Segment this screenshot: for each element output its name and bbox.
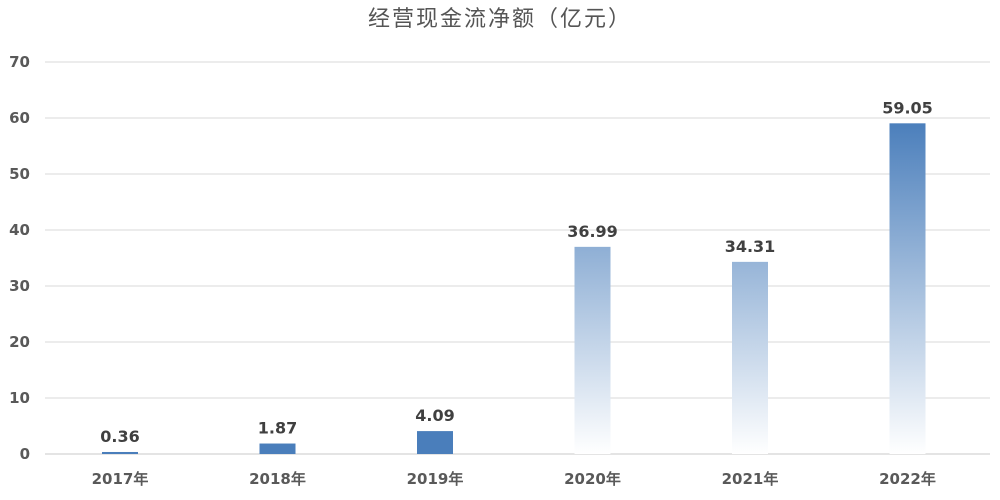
bar [732,261,768,454]
x-tick-label: 2022年 [879,470,936,488]
x-tick-label: 2019年 [407,470,464,488]
y-tick-label: 30 [9,277,30,295]
bar [574,246,611,454]
bars [102,123,926,454]
chart-title: 经营现金流净额（亿元） [367,7,632,32]
data-label: 36.99 [567,222,618,241]
y-axis-ticks: 0 10 20 30 40 50 60 70 [9,53,30,463]
bar [259,443,296,454]
data-label: 4.09 [415,406,454,425]
y-tick-label: 20 [9,333,30,351]
x-tick-label: 2017年 [92,470,149,488]
data-label: 1.87 [258,419,297,438]
data-label: 34.31 [725,237,776,256]
y-tick-label: 10 [9,389,30,407]
data-labels: 0.36 1.87 4.09 36.99 34.31 59.05 [100,98,933,446]
y-tick-label: 70 [9,53,30,71]
y-tick-label: 0 [20,445,30,463]
data-label: 0.36 [100,427,139,446]
gridlines [45,61,990,455]
bar [102,451,138,454]
y-tick-label: 60 [9,109,30,127]
y-tick-label: 40 [9,221,30,239]
bar [889,123,926,454]
data-label: 59.05 [882,98,933,117]
x-tick-label: 2020年 [564,470,621,488]
x-tick-label: 2021年 [722,470,779,488]
bar [417,431,453,454]
x-axis-ticks: 2017年 2018年 2019年 2020年 2021年 2022年 [92,470,936,488]
x-tick-label: 2018年 [249,470,306,488]
y-tick-label: 50 [9,165,30,183]
